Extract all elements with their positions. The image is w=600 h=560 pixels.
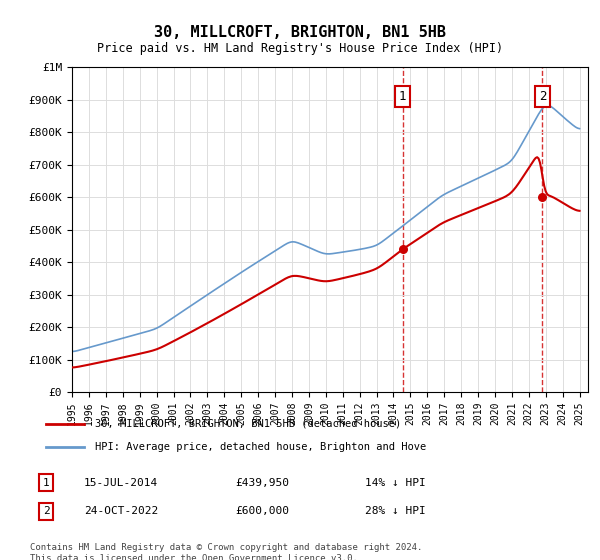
Text: 14% ↓ HPI: 14% ↓ HPI [365,478,425,488]
Text: 1: 1 [399,90,406,103]
Point [398,245,407,254]
Text: 28% ↓ HPI: 28% ↓ HPI [365,506,425,516]
Text: Contains HM Land Registry data © Crown copyright and database right 2024.
This d: Contains HM Land Registry data © Crown c… [30,543,422,560]
Text: 24-OCT-2022: 24-OCT-2022 [84,506,158,516]
Text: 30, MILLCROFT, BRIGHTON, BN1 5HB (detached house): 30, MILLCROFT, BRIGHTON, BN1 5HB (detach… [95,419,401,429]
Point [538,193,547,202]
Text: £600,000: £600,000 [235,506,289,516]
Text: 30, MILLCROFT, BRIGHTON, BN1 5HB: 30, MILLCROFT, BRIGHTON, BN1 5HB [154,25,446,40]
Text: 1: 1 [43,478,50,488]
Text: Price paid vs. HM Land Registry's House Price Index (HPI): Price paid vs. HM Land Registry's House … [97,42,503,55]
Text: HPI: Average price, detached house, Brighton and Hove: HPI: Average price, detached house, Brig… [95,442,426,452]
Text: 2: 2 [539,90,546,103]
Text: £439,950: £439,950 [235,478,289,488]
Text: 2: 2 [43,506,50,516]
Text: 15-JUL-2014: 15-JUL-2014 [84,478,158,488]
